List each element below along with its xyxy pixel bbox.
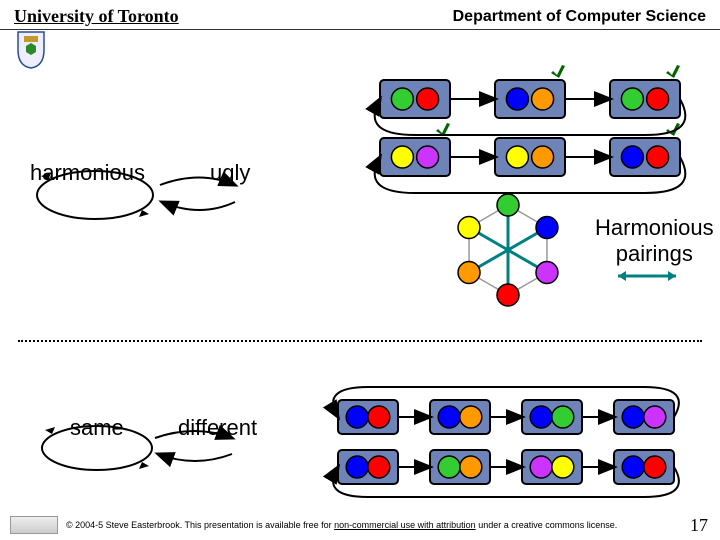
header-left-title: University of Toronto	[14, 6, 179, 27]
footer-link: non-commercial use with attribution	[334, 520, 476, 530]
cc-badge-icon	[10, 516, 58, 534]
footer: © 2004-5 Steve Easterbrook. This present…	[0, 516, 720, 534]
footer-text-after: under a creative commons license.	[476, 520, 618, 530]
footer-text-before: © 2004-5 Steve Easterbrook. This present…	[66, 520, 334, 530]
bottom-box-grid	[0, 30, 720, 510]
header-right-title: Department of Computer Science	[453, 8, 706, 26]
page-number: 17	[690, 515, 708, 536]
